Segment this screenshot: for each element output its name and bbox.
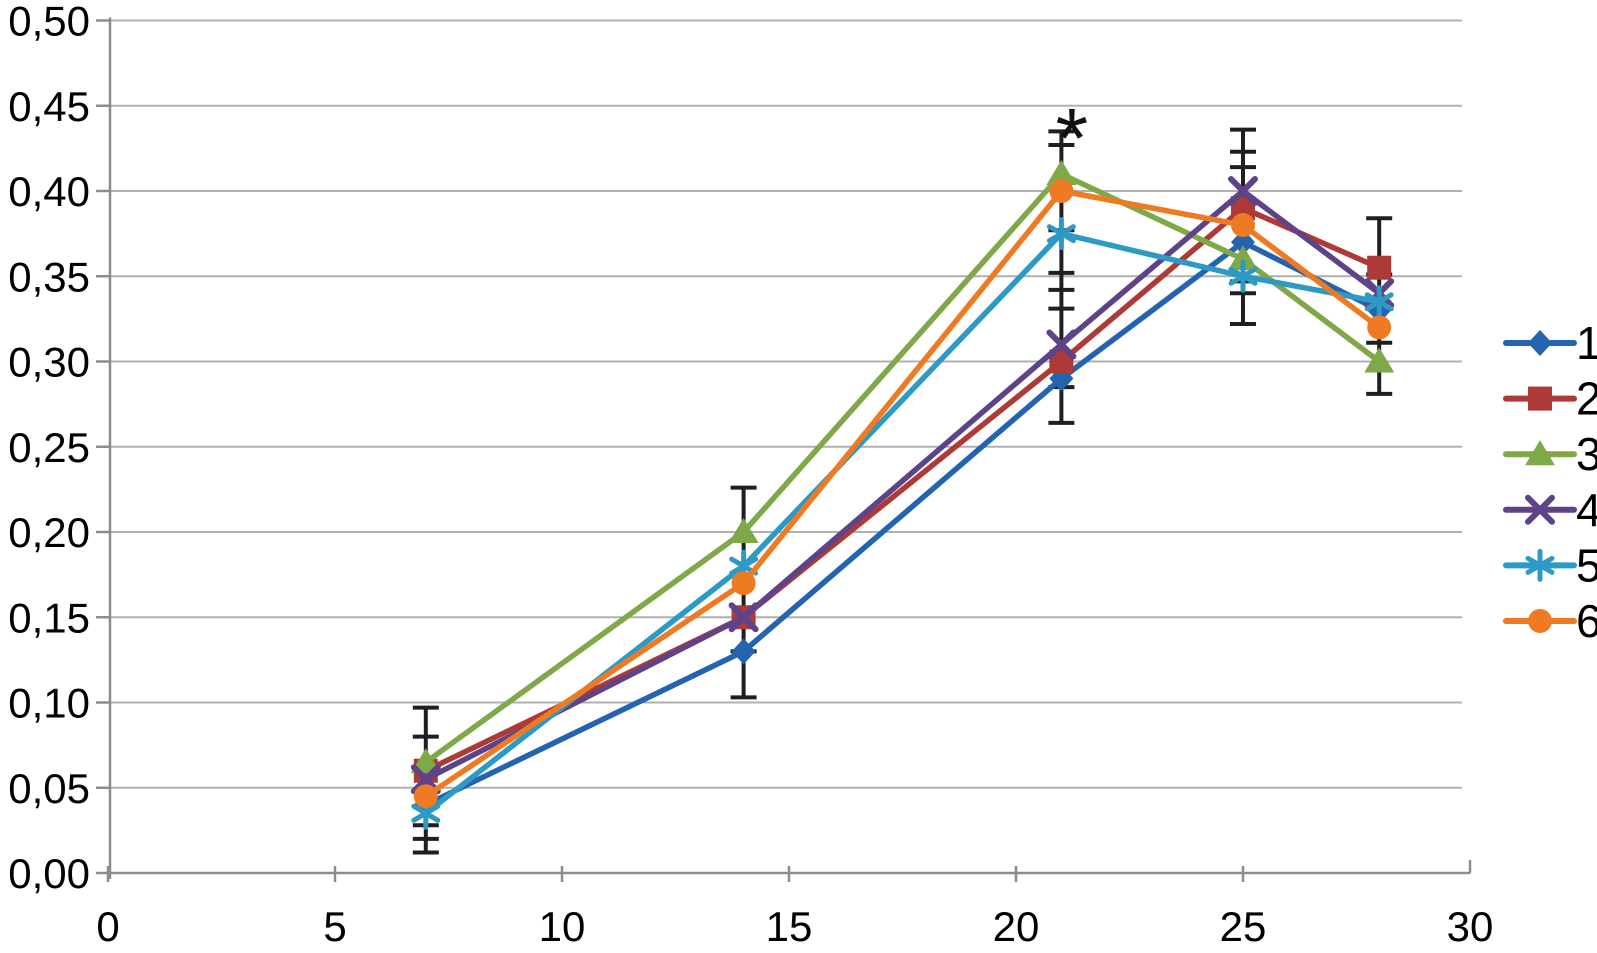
marker-square xyxy=(1528,386,1552,411)
x-tick-label: 15 xyxy=(766,903,813,950)
legend-item-4: 4 xyxy=(1503,484,1597,536)
y-tick-label: 0,00 xyxy=(8,850,90,897)
marker-triangle xyxy=(728,518,759,543)
y-tick-label: 0,15 xyxy=(8,594,90,641)
marker-circle xyxy=(413,784,438,809)
series-6 xyxy=(413,179,1392,809)
marker-circle xyxy=(1049,179,1074,203)
marker-triangle xyxy=(1046,159,1077,185)
legend-item-3: 3 xyxy=(1503,428,1597,480)
marker-x xyxy=(410,764,441,795)
y-tick-label: 0,50 xyxy=(8,0,90,45)
x-tick-label: 5 xyxy=(323,903,346,950)
y-tick-label: 0,20 xyxy=(8,509,90,556)
x-tick-label: 30 xyxy=(1447,903,1494,950)
y-tick-label: 0,35 xyxy=(8,253,90,300)
marker-asterisk xyxy=(729,556,759,576)
legend-item-2: 2 xyxy=(1503,373,1597,425)
legend-label-1: 1 xyxy=(1576,317,1597,369)
marker-asterisk xyxy=(1228,266,1258,286)
marker-square xyxy=(1367,255,1392,280)
marker-asterisk xyxy=(411,803,441,823)
y-tick-label: 0,10 xyxy=(8,680,90,727)
marker-triangle xyxy=(1364,347,1395,373)
marker-x xyxy=(728,602,759,633)
legend-label-3: 3 xyxy=(1576,428,1597,480)
marker-asterisk xyxy=(1364,292,1394,312)
y-tick-label: 0,45 xyxy=(8,83,90,130)
legend-label-6: 6 xyxy=(1576,595,1597,647)
x-tick-label: 25 xyxy=(1220,903,1267,950)
y-tick-label: 0,05 xyxy=(8,765,90,812)
y-tick-label: 0,25 xyxy=(8,424,90,471)
marker-triangle xyxy=(1525,440,1555,466)
legend-item-5: 5 xyxy=(1503,539,1597,591)
marker-asterisk xyxy=(1046,224,1076,244)
marker-triangle xyxy=(1228,245,1258,271)
marker-diamond xyxy=(1528,330,1552,356)
marker-x xyxy=(1046,329,1077,360)
significance-asterisk: * xyxy=(1055,90,1089,185)
marker-asterisk xyxy=(1525,555,1555,575)
legend-label-4: 4 xyxy=(1576,484,1597,536)
legend-label-5: 5 xyxy=(1576,539,1597,591)
series-line-1 xyxy=(423,239,1382,808)
marker-circle xyxy=(1528,609,1552,633)
legend-item-1: 1 xyxy=(1503,317,1597,369)
marker-circle xyxy=(731,571,756,596)
series-3 xyxy=(410,159,1395,774)
marker-x xyxy=(1228,176,1258,206)
y-tick-label: 0,40 xyxy=(8,168,90,215)
x-tick-label: 0 xyxy=(96,903,119,950)
marker-x xyxy=(1525,494,1555,525)
marker-triangle xyxy=(410,748,441,774)
marker-diamond xyxy=(1231,229,1255,256)
legend-item-6: 6 xyxy=(1503,595,1597,647)
marker-circle xyxy=(1367,315,1392,340)
x-tick-label: 10 xyxy=(539,903,586,950)
marker-diamond xyxy=(731,638,756,665)
y-tick-label: 0,30 xyxy=(8,339,90,386)
marker-circle xyxy=(1231,213,1255,238)
legend-label-2: 2 xyxy=(1576,373,1597,425)
x-tick-label: 20 xyxy=(993,903,1040,950)
series-line-5 xyxy=(423,230,1382,817)
